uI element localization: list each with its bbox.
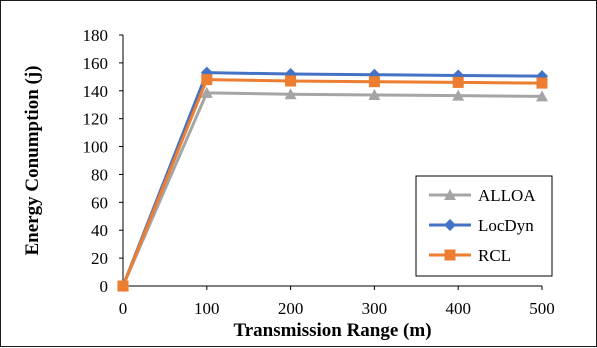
series-line-locdyn (121, 71, 543, 287)
data-point-alloa (452, 89, 465, 101)
y-tick-label: 180 (83, 26, 109, 45)
x-tick-labels: 0 100 200 300 400 500 (119, 286, 555, 318)
series-line-alloa (121, 91, 543, 287)
y-tick-label: 100 (83, 138, 109, 157)
y-axis-title: Energy Conumption (j) (22, 65, 43, 255)
legend-label-alloa: ALLOA (478, 186, 536, 205)
y-tick-label: 60 (91, 193, 108, 212)
series-rcl (117, 74, 548, 292)
legend-label-rcl: RCL (478, 246, 511, 265)
data-point-alloa (200, 86, 213, 98)
legend-marker-locdyn (444, 219, 456, 231)
legend-item-rcl: RCL (429, 246, 511, 265)
x-tick-label: 500 (529, 299, 555, 318)
series-line-rcl (121, 78, 543, 287)
y-tick-labels: 0 20 40 60 80 100 120 140 160 180 (83, 26, 123, 296)
series-layer (117, 66, 548, 292)
data-point-rcl (201, 74, 213, 86)
data-point-rcl (285, 75, 297, 87)
legend-marker-alloa (444, 189, 456, 200)
x-tick-label: 0 (119, 299, 128, 318)
data-point-alloa (284, 88, 297, 100)
x-tick-label: 300 (362, 299, 388, 318)
legend: ALLOA LocDyn RCL (415, 175, 553, 277)
legend-item-alloa: ALLOA (429, 186, 536, 205)
legend-marker-rcl (444, 249, 456, 261)
series-alloa (117, 86, 548, 291)
legend-label-locdyn: LocDyn (478, 216, 534, 235)
legend-item-locdyn: LocDyn (429, 216, 534, 235)
x-axis-title: Transmission Range (m) (233, 320, 431, 341)
x-tick-label: 200 (278, 299, 304, 318)
y-tick-label: 160 (83, 54, 109, 73)
y-tick-label: 80 (91, 165, 108, 184)
y-tick-label: 120 (83, 110, 109, 129)
x-tick-label: 100 (194, 299, 220, 318)
data-point-rcl (117, 280, 129, 292)
y-tick-label: 0 (100, 277, 109, 296)
y-tick-label: 140 (83, 82, 109, 101)
y-tick-label: 20 (91, 249, 108, 268)
data-point-rcl (452, 76, 464, 88)
data-point-rcl (536, 77, 548, 89)
data-point-alloa (536, 90, 548, 102)
data-point-alloa (368, 88, 381, 100)
data-point-rcl (368, 76, 380, 88)
axes (122, 35, 542, 287)
y-tick-label: 40 (91, 221, 108, 240)
x-tick-label: 400 (445, 299, 471, 318)
